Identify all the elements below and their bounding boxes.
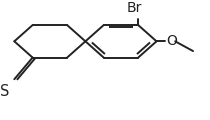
Text: S: S xyxy=(0,84,10,99)
Text: O: O xyxy=(167,34,177,48)
Text: Br: Br xyxy=(126,1,142,15)
